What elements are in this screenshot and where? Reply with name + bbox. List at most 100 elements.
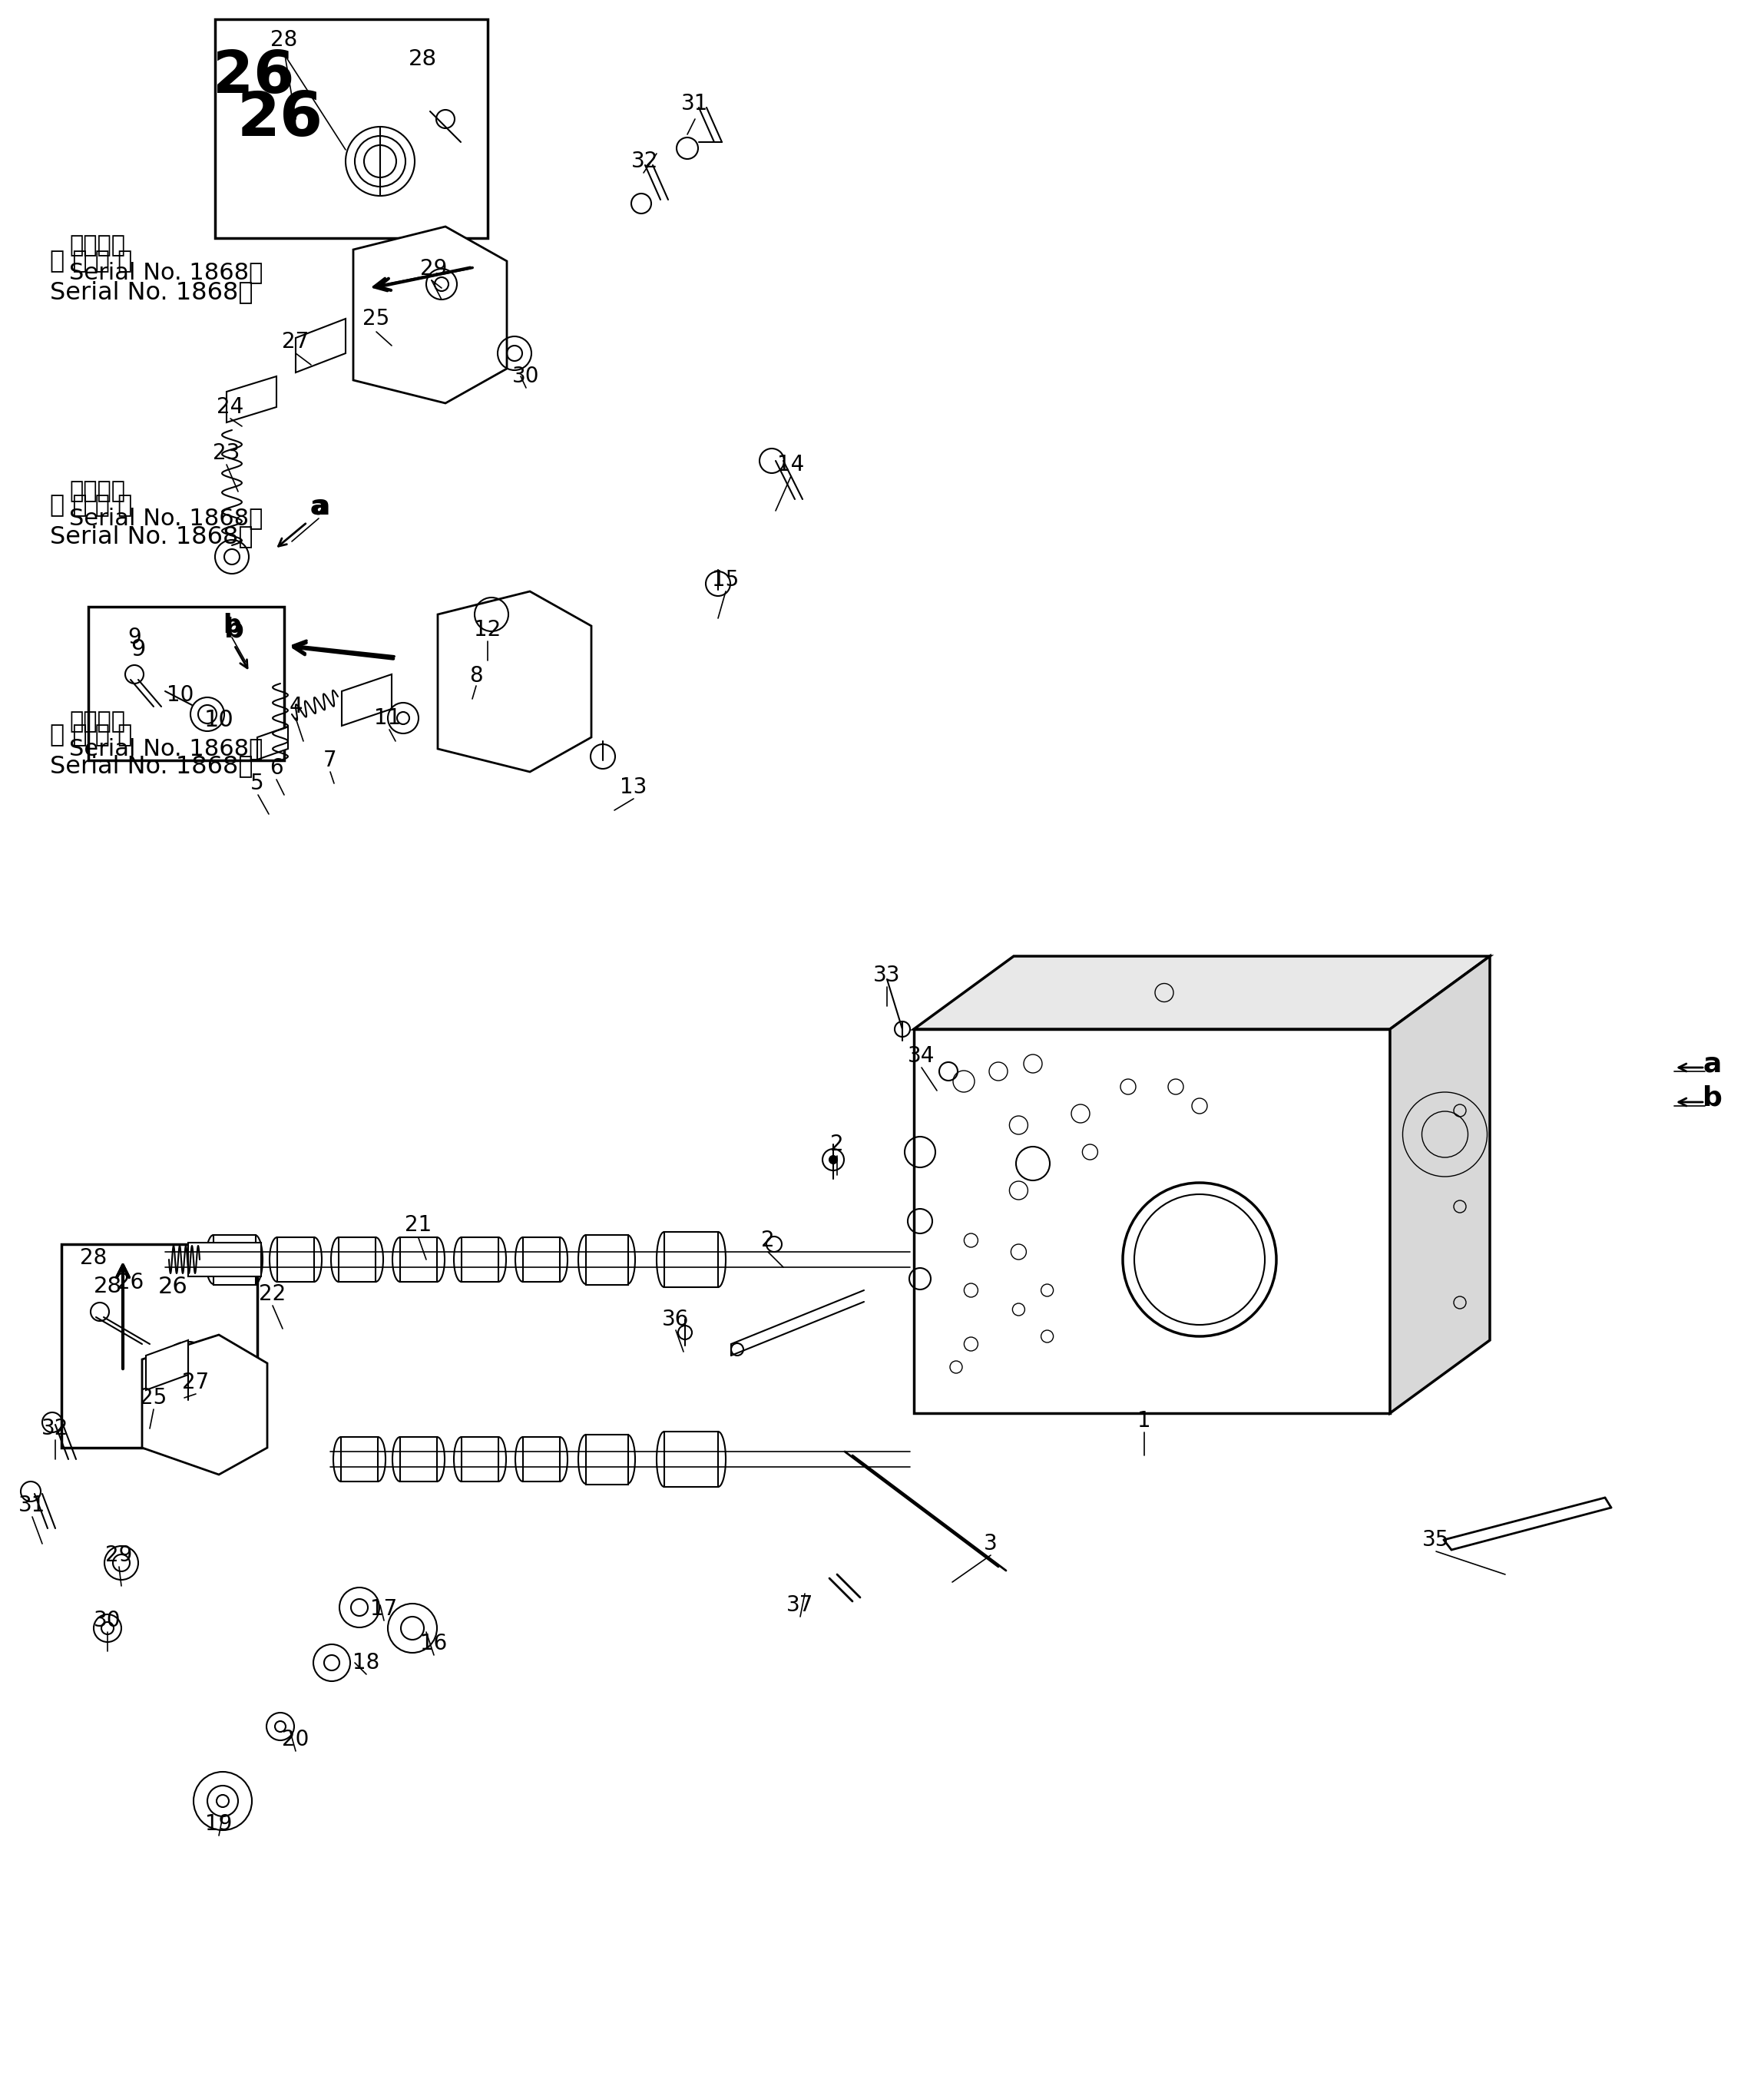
Text: 26: 26 [213, 48, 295, 104]
Text: 31: 31 [19, 1494, 46, 1517]
Text: 3: 3 [984, 1533, 997, 1554]
Bar [339, 1237, 376, 1283]
Bar [586, 1235, 628, 1285]
Text: 28: 28 [93, 1276, 122, 1297]
Text: 32: 32 [632, 150, 658, 171]
Bar [522, 1237, 559, 1283]
Text: 9: 9 [127, 627, 141, 648]
Text: Serial No. 1868～: Serial No. 1868～ [69, 737, 263, 760]
Text: 12: 12 [475, 618, 501, 641]
Bar [665, 1431, 718, 1487]
Bar [914, 1030, 1390, 1412]
Text: 31: 31 [681, 92, 709, 115]
Text: 29: 29 [106, 1544, 132, 1567]
Text: 9: 9 [131, 637, 146, 660]
Bar [215, 19, 487, 238]
Text: b: b [1702, 1084, 1722, 1111]
Bar [213, 1235, 256, 1285]
Text: 5: 5 [250, 773, 265, 794]
Text: 22: 22 [259, 1283, 286, 1306]
Text: 適 用 号 機: 適 用 号 機 [49, 493, 132, 518]
Polygon shape [914, 957, 1491, 1030]
Text: 20: 20 [282, 1730, 309, 1751]
Text: 26: 26 [236, 90, 323, 148]
Text: 33: 33 [873, 965, 901, 986]
Bar [400, 1237, 437, 1283]
Text: 18: 18 [353, 1652, 379, 1673]
Bar [665, 1233, 718, 1287]
Text: b: b [224, 616, 243, 643]
Text: 7: 7 [323, 750, 337, 771]
Polygon shape [143, 1335, 268, 1475]
Text: 28: 28 [407, 48, 437, 69]
Text: 2: 2 [831, 1134, 843, 1155]
Text: 17: 17 [370, 1598, 397, 1619]
Text: 10: 10 [168, 685, 194, 706]
Text: 適 用 号 機: 適 用 号 機 [49, 249, 132, 274]
Text: 32: 32 [42, 1418, 69, 1439]
Text: 28: 28 [270, 29, 298, 50]
Polygon shape [296, 320, 346, 372]
Text: 2: 2 [762, 1230, 774, 1251]
Text: 21: 21 [406, 1214, 432, 1237]
Text: 16: 16 [420, 1634, 448, 1654]
Text: 8: 8 [469, 664, 483, 687]
Text: 25: 25 [139, 1387, 168, 1408]
Text: 23: 23 [213, 443, 240, 464]
Text: 28: 28 [79, 1247, 108, 1268]
Text: Serial No. 1868～: Serial No. 1868～ [69, 508, 263, 529]
Polygon shape [226, 376, 277, 422]
Text: Serial No. 1868～: Serial No. 1868～ [49, 524, 254, 547]
Text: 適 用 号 機: 適 用 号 機 [49, 723, 132, 748]
Bar [277, 1237, 314, 1283]
Text: Serial No. 1868～: Serial No. 1868～ [69, 261, 263, 284]
Text: 適用号機: 適用号機 [69, 480, 125, 503]
Polygon shape [437, 591, 591, 771]
Text: 適用号機: 適用号機 [69, 710, 125, 733]
Text: 29: 29 [420, 259, 448, 280]
Text: 25: 25 [363, 307, 390, 330]
Text: 37: 37 [787, 1594, 813, 1617]
Text: Serial No. 1868～: Serial No. 1868～ [49, 754, 254, 777]
Polygon shape [1390, 957, 1491, 1412]
Text: 15: 15 [713, 568, 739, 591]
Text: 適用号機: 適用号機 [69, 234, 125, 257]
Text: 27: 27 [182, 1372, 210, 1393]
Polygon shape [353, 226, 506, 403]
Text: 13: 13 [619, 777, 647, 798]
Text: 27: 27 [282, 330, 309, 353]
Bar [62, 1245, 258, 1448]
Polygon shape [258, 727, 288, 760]
Text: Serial No. 1868～: Serial No. 1868～ [49, 280, 254, 305]
Text: 35: 35 [1422, 1529, 1450, 1550]
Text: 24: 24 [217, 397, 243, 418]
Text: a: a [1704, 1051, 1722, 1076]
Bar [400, 1437, 437, 1481]
Bar [340, 1437, 377, 1481]
Text: 26: 26 [159, 1274, 187, 1297]
Text: 1: 1 [1138, 1410, 1152, 1431]
Bar [522, 1437, 559, 1481]
Text: a: a [310, 495, 328, 520]
Text: 36: 36 [662, 1308, 690, 1331]
Text: 19: 19 [205, 1813, 233, 1834]
Text: 6: 6 [270, 758, 284, 779]
Text: 26: 26 [116, 1272, 145, 1293]
Text: a: a [312, 493, 330, 520]
Text: 4: 4 [289, 696, 302, 717]
Bar [189, 1243, 261, 1276]
Bar [462, 1237, 499, 1283]
Text: b: b [222, 614, 242, 639]
Text: 30: 30 [512, 366, 540, 386]
Bar [88, 606, 284, 760]
Text: 11: 11 [374, 708, 402, 729]
Circle shape [829, 1155, 838, 1164]
Text: 30: 30 [93, 1611, 122, 1632]
Bar [586, 1435, 628, 1485]
Polygon shape [146, 1341, 189, 1389]
Text: 34: 34 [908, 1044, 935, 1067]
Bar [462, 1437, 499, 1481]
Text: 10: 10 [205, 710, 235, 731]
Polygon shape [342, 675, 392, 725]
Text: 14: 14 [778, 453, 804, 476]
